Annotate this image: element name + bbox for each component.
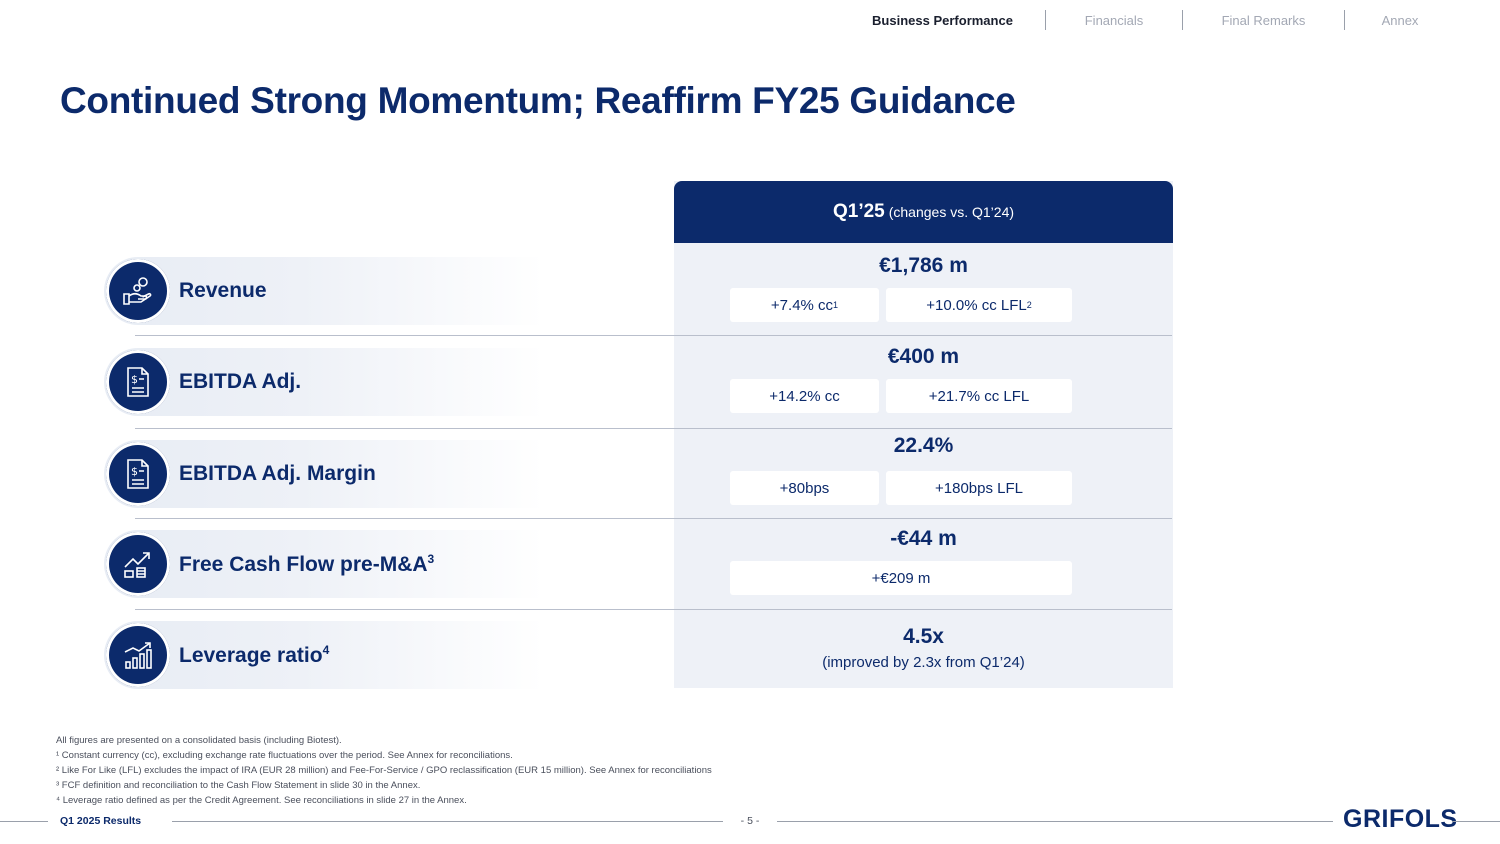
nav-divider xyxy=(1344,10,1345,30)
metric-label: EBITDA Adj. xyxy=(179,370,302,393)
nav-business-performance[interactable]: Business Performance xyxy=(872,12,1013,28)
svg-text:$: $ xyxy=(131,373,138,386)
bar-chart-icon xyxy=(106,623,170,687)
dollar-document-icon: $ xyxy=(106,442,170,506)
metric-value-ebitda-margin: 22.4% xyxy=(893,434,954,457)
nav-divider xyxy=(1045,10,1046,30)
svg-text:$: $ xyxy=(131,465,138,478)
leverage-note: (improved by 2.3x from Q1’24) xyxy=(822,654,1025,671)
metric-row-ebitda-margin: $ EBITDA Adj. Margin xyxy=(104,440,544,508)
grifols-logo: GRIFOLS xyxy=(1343,805,1458,833)
footnote: ² Like For Like (LFL) excludes the impac… xyxy=(56,765,712,776)
footer-rule xyxy=(777,821,1333,822)
metric-value-ebitda: €400 m xyxy=(887,345,960,368)
metric-label: Revenue xyxy=(179,279,267,302)
footnote: All figures are presented on a consolida… xyxy=(56,735,342,746)
footnote: ¹ Constant currency (cc), excluding exch… xyxy=(56,750,513,761)
change-chip: +10.0% cc LFL 2 xyxy=(886,288,1072,322)
section-nav: Business Performance Financials Final Re… xyxy=(840,10,1460,30)
row-divider xyxy=(135,428,1172,429)
footer-rule xyxy=(172,821,723,822)
row-divider xyxy=(135,518,1172,519)
row-divider xyxy=(135,335,1172,336)
metric-value-free-cash-flow: -€44 m xyxy=(890,527,957,550)
footnote: ⁴ Leverage ratio defined as per the Cred… xyxy=(56,795,467,806)
period-label: Q1’25 xyxy=(832,201,885,222)
footnotes: All figures are presented on a consolida… xyxy=(56,733,712,808)
change-chip: +14.2% cc xyxy=(730,379,879,413)
page-title: Continued Strong Momentum; Reaffirm FY25… xyxy=(60,80,1016,121)
nav-annex[interactable]: Annex xyxy=(1381,12,1419,28)
hand-coins-icon xyxy=(106,259,170,323)
change-chip: +180bps LFL xyxy=(886,471,1072,505)
dollar-document-icon: $ xyxy=(106,350,170,414)
change-chip: +80bps xyxy=(730,471,879,505)
nav-divider xyxy=(1182,10,1183,30)
growth-coins-icon xyxy=(106,532,170,596)
footer-rule xyxy=(1452,821,1500,822)
period-note: (changes vs. Q1’24) xyxy=(888,204,1015,220)
metric-value-leverage: 4.5x xyxy=(903,625,944,648)
metric-row-revenue: Revenue xyxy=(104,257,544,325)
metric-label: EBITDA Adj. Margin xyxy=(179,462,376,485)
nav-financials[interactable]: Financials xyxy=(1084,12,1144,28)
panel-header: Q1’25 (changes vs. Q1’24) xyxy=(674,181,1173,243)
footer-rule xyxy=(0,821,48,822)
footer-report-name: Q1 2025 Results xyxy=(60,815,142,827)
metric-row-leverage: Leverage ratio4 xyxy=(104,621,544,689)
metric-row-free-cash-flow: Free Cash Flow pre-M&A3 xyxy=(104,530,544,598)
change-chip: +7.4% cc 1 xyxy=(730,288,879,322)
change-chip: +21.7% cc LFL xyxy=(886,379,1072,413)
row-divider xyxy=(135,609,1172,610)
metric-row-ebitda: $ EBITDA Adj. xyxy=(104,348,544,416)
metric-value-revenue: €1,786 m xyxy=(879,254,968,277)
metrics-panel xyxy=(674,181,1173,688)
page-number: - 5 - xyxy=(740,815,760,827)
footnote: ³ FCF definition and reconciliation to t… xyxy=(56,780,421,791)
metric-label: Free Cash Flow pre-M&A3 xyxy=(179,551,435,576)
nav-final-remarks[interactable]: Final Remarks xyxy=(1221,12,1306,28)
change-chip: +€209 m xyxy=(730,561,1072,595)
metric-label: Leverage ratio4 xyxy=(179,642,330,667)
